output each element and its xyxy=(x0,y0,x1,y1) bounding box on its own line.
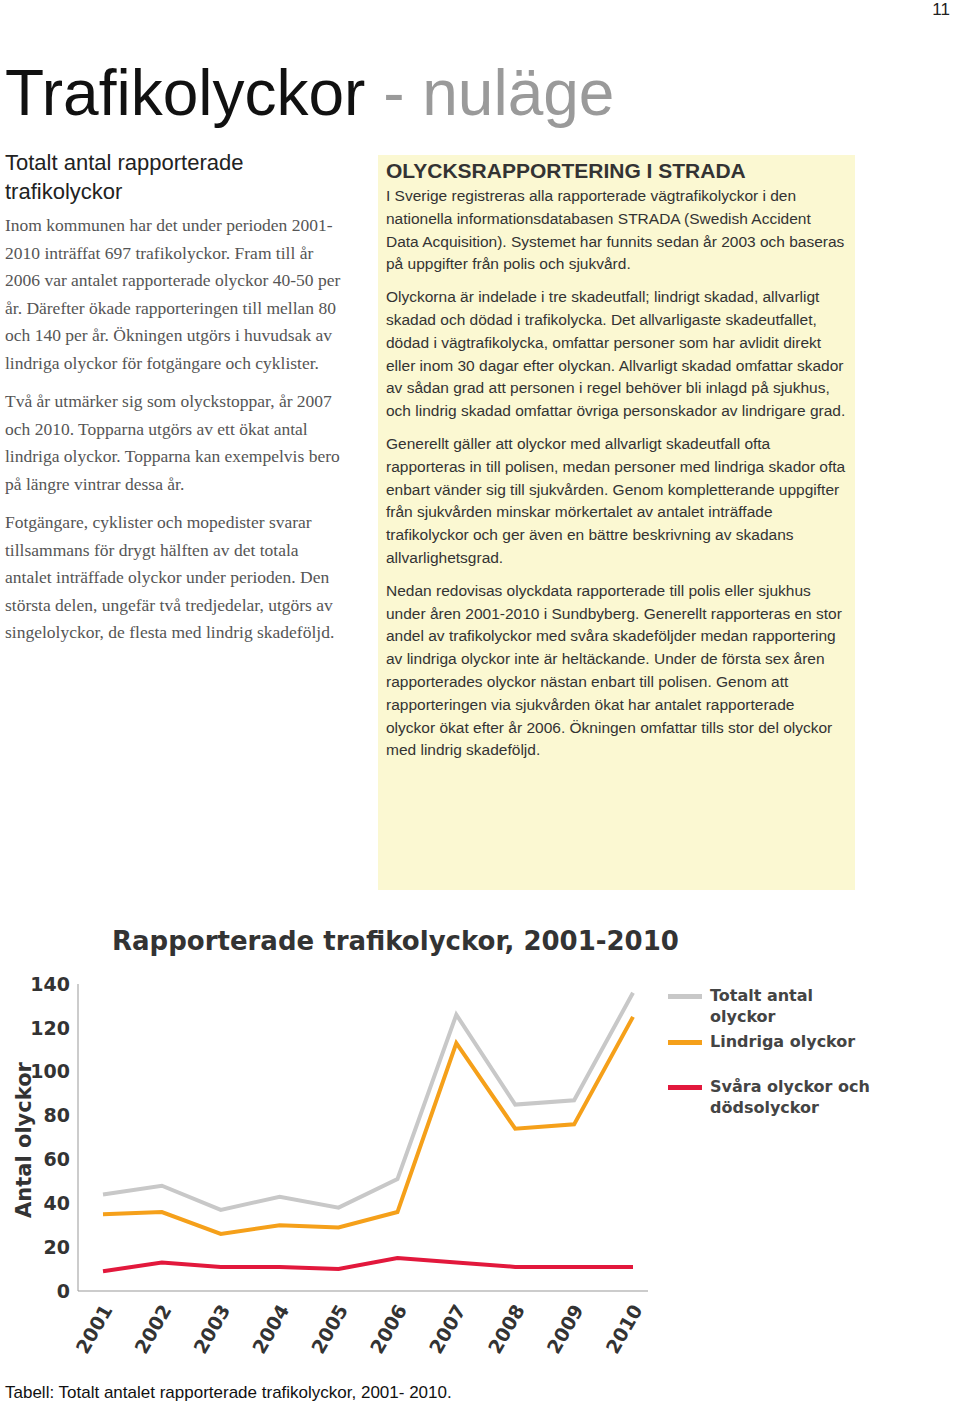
html-text:Totalt antal rapporterade traf: Totalt antal rapporterade trafikolyckor xyxy=(5,150,244,204)
html-text:Trafikolyckor - nuläge: Trafikolyckor - nuläge xyxy=(5,57,615,129)
html-text:Tabell: Totalt antalet rapport: Tabell: Totalt antalet rapporterade traf… xyxy=(5,1383,452,1402)
svg-text:100: 100 xyxy=(30,1060,70,1082)
html-text:Nedan redovisas olyckdata rapp: Nedan redovisas olyckdata rapporterade t… xyxy=(386,581,842,759)
html-text:OLYCKSRAPPORTERING I STRADA: OLYCKSRAPPORTERING I STRADA xyxy=(386,159,746,182)
svg-text:60: 60 xyxy=(44,1148,70,1170)
svg-text:2010: 2010 xyxy=(601,1300,646,1357)
html-text:Generellt gäller att olyckor m: Generellt gäller att olyckor med allvarl… xyxy=(386,435,846,566)
svg-text:140: 140 xyxy=(30,973,70,995)
html-text:Två år utmärker sig som olycks: Två år utmärker sig som olyckstoppar, år… xyxy=(5,391,340,494)
svg-text:80: 80 xyxy=(44,1104,70,1126)
html-text:Lindriga olyckor: Lindriga olyckor xyxy=(710,1032,856,1051)
html-text:I Sverige registreras alla rap: I Sverige registreras alla rapporterade … xyxy=(386,187,845,273)
html-text:11: 11 xyxy=(932,0,950,19)
html-text:Svåra olyckor och dödsolyckor: Svåra olyckor och dödsolyckor xyxy=(710,1077,870,1117)
svg-text:2005: 2005 xyxy=(307,1300,352,1357)
html-text:Rapporterade trafikolyckor, 20: Rapporterade trafikolyckor, 2001-2010 xyxy=(112,926,679,956)
svg-text:2002: 2002 xyxy=(130,1300,175,1357)
html-text:Inom kommunen har det under pe: Inom kommunen har det under perioden 200… xyxy=(5,215,341,373)
svg-text:2006: 2006 xyxy=(366,1300,411,1357)
svg-text:2001: 2001 xyxy=(71,1300,116,1357)
svg-text:120: 120 xyxy=(30,1017,70,1039)
svg-text:2003: 2003 xyxy=(189,1300,234,1357)
html-text:Antal olyckor: Antal olyckor xyxy=(12,1062,36,1218)
svg-text:0: 0 xyxy=(57,1280,70,1302)
html-text:Olyckorna är indelade i tre sk: Olyckorna är indelade i tre skadeutfall;… xyxy=(386,288,846,420)
svg-text:2008: 2008 xyxy=(483,1300,528,1357)
svg-text:2009: 2009 xyxy=(542,1300,587,1357)
html-text:Totalt antal olyckor: Totalt antal olyckor xyxy=(710,986,813,1026)
svg-text:2007: 2007 xyxy=(424,1300,469,1357)
svg-text:20: 20 xyxy=(44,1236,70,1258)
html-text:Fotgängare, cyklister och mope: Fotgängare, cyklister och mopedister sva… xyxy=(5,512,335,642)
svg-text:40: 40 xyxy=(44,1192,70,1214)
svg-text:2004: 2004 xyxy=(248,1300,293,1357)
